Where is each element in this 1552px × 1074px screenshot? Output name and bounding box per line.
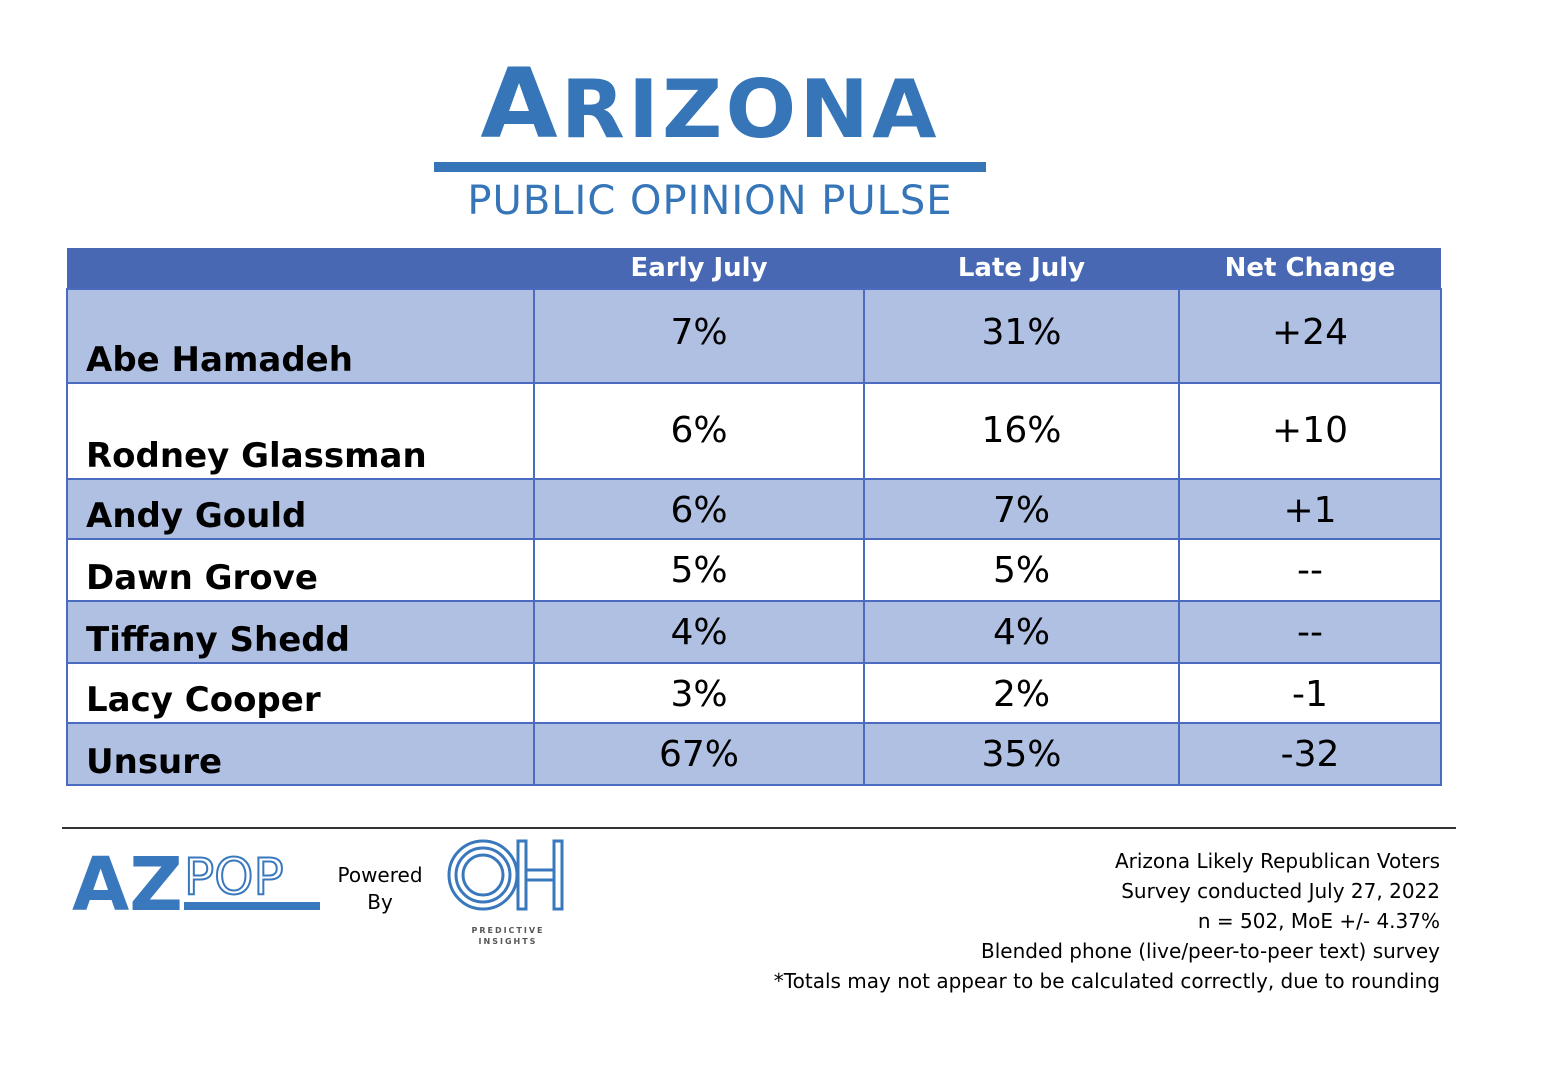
candidate-name: Tiffany Shedd <box>66 600 535 664</box>
by-line: By <box>367 890 393 914</box>
table-row: Tiffany Shedd 4% 4% -- <box>66 600 1442 664</box>
candidate-name: Unsure <box>66 722 535 786</box>
net-change-value: +1 <box>1178 478 1442 540</box>
net-change-value: -- <box>1178 538 1442 602</box>
candidate-name: Dawn Grove <box>66 538 535 602</box>
brand-title-initial: A <box>480 48 561 160</box>
note-line: Arizona Likely Republican Voters <box>1114 849 1440 873</box>
note-line: *Totals may not appear to be calculated … <box>773 969 1440 993</box>
late-july-value: 7% <box>863 478 1180 540</box>
candidate-name: Lacy Cooper <box>66 662 535 724</box>
net-change-value: +10 <box>1178 382 1442 480</box>
table-row: Dawn Grove 5% 5% -- <box>66 538 1442 602</box>
table-row: Abe Hamadeh 7% 31% +24 <box>66 288 1442 384</box>
oh-caption-line1: PREDICTIVE <box>471 926 545 935</box>
candidate-name: Abe Hamadeh <box>66 288 535 384</box>
oh-caption-line2: INSIGHTS <box>478 937 538 946</box>
early-july-value: 4% <box>533 600 865 664</box>
early-july-value: 5% <box>533 538 865 602</box>
footer-divider <box>62 827 1456 829</box>
net-change-value: -1 <box>1178 662 1442 724</box>
early-july-value: 3% <box>533 662 865 724</box>
table-header-row: Early July Late July Net Change <box>67 248 1441 289</box>
net-change-value: -- <box>1178 600 1442 664</box>
late-july-value: 2% <box>863 662 1180 724</box>
late-july-value: 5% <box>863 538 1180 602</box>
early-july-value: 6% <box>533 478 865 540</box>
brand-header: ARIZONA PUBLIC OPINION PULSE <box>434 56 986 224</box>
powered-line: Powered <box>337 863 423 887</box>
survey-notes: Arizona Likely Republican Voters Survey … <box>774 846 1440 996</box>
candidate-name: Andy Gould <box>66 478 535 540</box>
column-header-early-july: Early July <box>534 248 864 289</box>
brand-title: ARIZONA <box>423 56 997 158</box>
powered-by-label: Powered By <box>332 862 428 916</box>
late-july-value: 31% <box>863 288 1180 384</box>
column-header-candidate <box>67 248 534 289</box>
column-header-net-change: Net Change <box>1179 248 1441 289</box>
early-july-value: 67% <box>533 722 865 786</box>
table-row: Rodney Glassman 6% 16% +10 <box>66 382 1442 480</box>
note-line: Survey conducted July 27, 2022 <box>1121 879 1440 903</box>
early-july-value: 6% <box>533 382 865 480</box>
azpop-logo-az: AZ <box>72 848 183 914</box>
late-july-value: 16% <box>863 382 1180 480</box>
net-change-value: +24 <box>1178 288 1442 384</box>
net-change-value: -32 <box>1178 722 1442 786</box>
brand-title-rest: RIZONA <box>560 63 940 156</box>
brand-subtitle: PUBLIC OPINION PULSE <box>467 178 953 224</box>
note-line: n = 502, MoE +/- 4.37% <box>1197 909 1440 933</box>
azpop-logo-pop: POP <box>184 848 284 906</box>
candidate-name: Rodney Glassman <box>66 382 535 480</box>
azpop-logo: AZ POP <box>72 848 320 914</box>
note-line: Blended phone (live/peer-to-peer text) s… <box>981 939 1440 963</box>
late-july-value: 35% <box>863 722 1180 786</box>
table-row: Unsure 67% 35% -32 <box>66 722 1442 786</box>
table-row: Lacy Cooper 3% 2% -1 <box>66 662 1442 724</box>
oh-predictive-insights-logo <box>447 839 564 911</box>
early-july-value: 7% <box>533 288 865 384</box>
brand-rule <box>434 162 986 172</box>
poll-table: Early July Late July Net Change Abe Hama… <box>66 248 1442 786</box>
table-row: Andy Gould 6% 7% +1 <box>66 478 1442 540</box>
column-header-late-july: Late July <box>864 248 1179 289</box>
oh-logo-caption: PREDICTIVE INSIGHTS <box>446 925 570 947</box>
late-july-value: 4% <box>863 600 1180 664</box>
